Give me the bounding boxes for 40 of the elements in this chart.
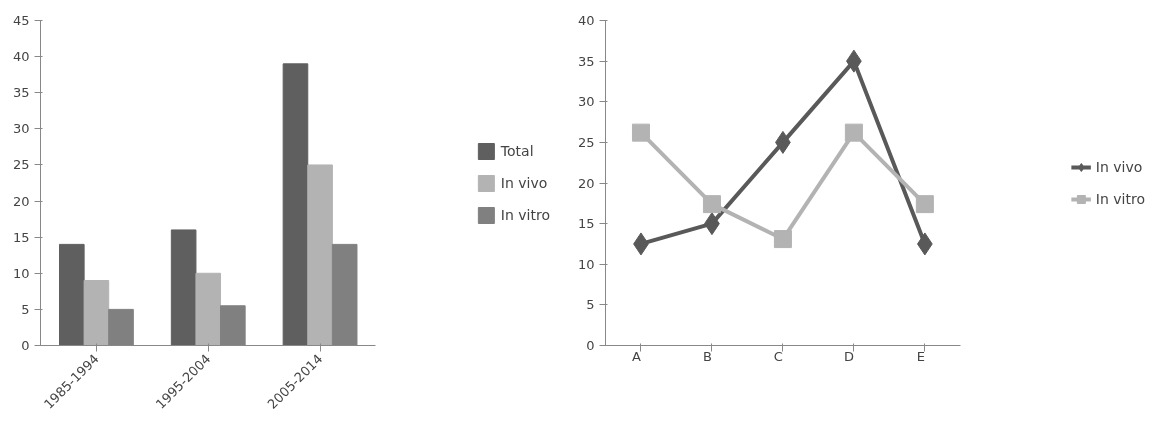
y-tick-label: 25 — [12, 157, 30, 173]
y-tick-label: 40 — [12, 49, 30, 65]
y-tick-label: 10 — [577, 256, 595, 272]
point — [702, 195, 721, 214]
x-tick-label: E — [916, 349, 925, 364]
bar — [307, 164, 333, 346]
bar — [282, 63, 309, 346]
bar — [59, 243, 85, 346]
legend-label: In vivo — [1095, 158, 1143, 175]
y-tick-label: 35 — [577, 53, 595, 69]
y-tick-label: 45 — [12, 13, 30, 28]
point — [631, 123, 650, 142]
legend-label: Total — [500, 142, 534, 159]
y-tick-label: 10 — [12, 265, 30, 281]
y-tick-label: 20 — [577, 175, 595, 191]
y-tick-label: 35 — [12, 85, 30, 101]
y-tick-label: 30 — [12, 121, 30, 137]
bar — [170, 229, 197, 346]
x-tick-label: C — [773, 349, 783, 364]
y-tick-label: 0 — [21, 338, 30, 353]
bar — [195, 272, 222, 346]
legend-label: In vitro — [500, 206, 550, 223]
y-tick-label: 15 — [577, 216, 595, 232]
x-tick-label: D — [843, 349, 854, 364]
x-tick-label: B — [703, 349, 712, 364]
bar — [83, 280, 110, 346]
point — [844, 123, 863, 142]
point — [915, 195, 934, 214]
point — [773, 230, 792, 249]
y-tick-label: 25 — [577, 134, 595, 150]
legend-label: In vitro — [1095, 190, 1145, 207]
y-tick-label: 5 — [586, 297, 595, 313]
y-tick-label: 0 — [586, 338, 595, 353]
x-tick-label: A — [632, 349, 642, 364]
y-tick-label: 5 — [21, 301, 30, 317]
legend-label: In vivo — [500, 174, 548, 191]
y-tick-label: 15 — [12, 229, 30, 245]
y-tick-label: 20 — [12, 193, 30, 209]
y-tick-label: 30 — [577, 94, 595, 110]
y-tick-label: 40 — [577, 13, 595, 28]
